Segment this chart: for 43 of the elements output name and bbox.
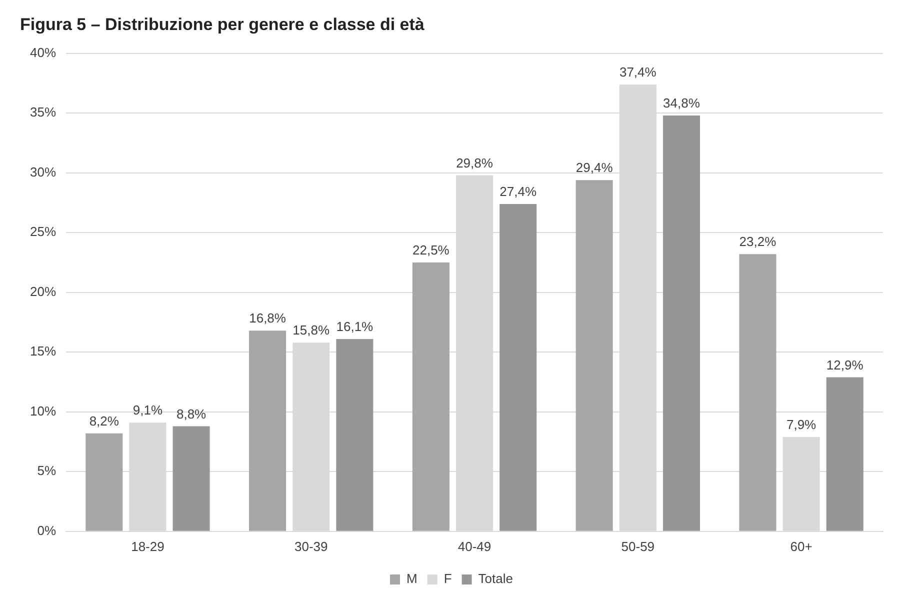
y-tick-label: 25% [30,224,56,240]
data-label: 15,8% [292,322,330,338]
data-label: 7,9% [786,417,817,432]
bar [826,377,864,531]
y-tick-label: 40% [30,44,56,60]
bar [86,433,123,531]
bar [336,339,374,531]
data-label: 37,4% [619,64,657,80]
legend-label: M [406,571,418,586]
legend-label: Totale [478,571,513,586]
data-label: 22,5% [412,242,450,258]
data-label: 16,8% [249,310,286,326]
x-tick-label: 60+ [790,538,812,554]
y-tick-label: 15% [30,344,56,359]
y-tick-label: 20% [30,284,56,299]
y-tick-label: 35% [30,104,56,120]
bar [739,254,776,531]
y-tick-label: 30% [30,164,56,180]
bar [662,116,700,531]
data-label: 8,8% [176,406,207,422]
data-label: 9,1% [132,402,163,418]
chart-title: Figura 5 – Distribuzione per genere e classe di età [20,14,425,34]
data-label: 16,1% [336,319,374,334]
y-tick-label: 5% [37,463,56,478]
bar [172,426,210,531]
bar [412,262,450,531]
x-tick-label: 40-49 [458,538,492,554]
x-tick-label: 18-29 [131,538,164,554]
bar [500,204,537,531]
data-label: 29,8% [456,155,494,170]
data-label: 23,2% [739,234,777,250]
legend-label: F [444,571,452,586]
y-tick-label: 10% [30,403,56,418]
data-label: 34,8% [663,96,700,111]
data-label: 29,4% [576,160,614,176]
data-label: 27,4% [500,184,537,200]
x-tick-label: 30-39 [294,538,328,554]
data-label: 12,9% [826,357,864,372]
bar [249,330,286,531]
y-tick-label: 0% [37,522,56,538]
bar [576,180,613,531]
data-label: 8,2% [89,413,120,428]
x-tick-label: 50-59 [621,538,655,554]
